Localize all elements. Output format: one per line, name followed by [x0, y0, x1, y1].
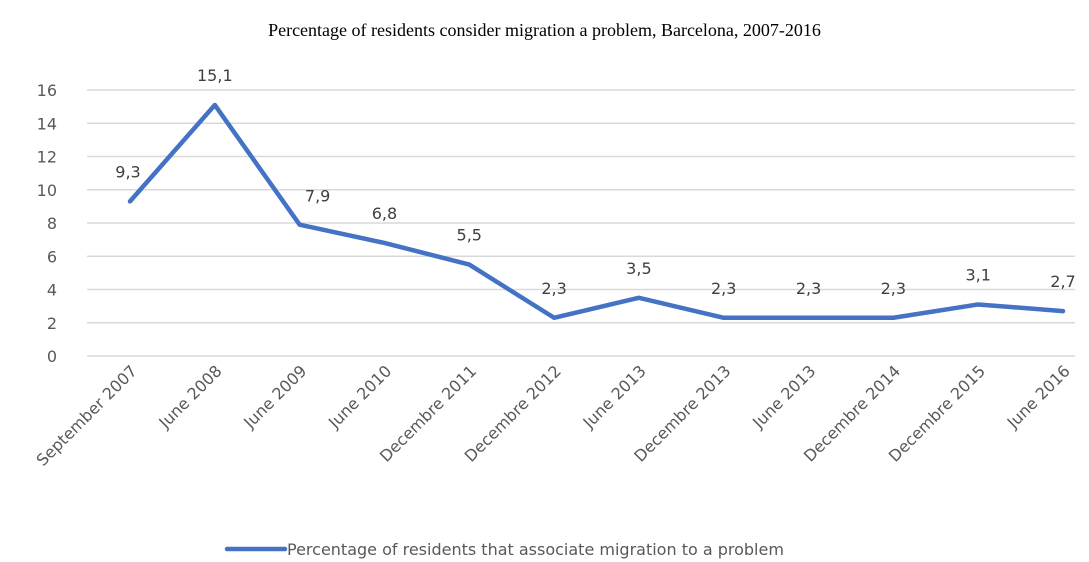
x-tick-label: June 2013 [748, 361, 819, 432]
data-label: 2,3 [881, 279, 906, 298]
data-label: 3,1 [965, 265, 990, 284]
data-label: 2,3 [711, 279, 736, 298]
y-tick-label: 2 [47, 314, 57, 333]
data-label: 15,1 [197, 66, 233, 85]
data-point [552, 315, 557, 320]
data-label: 2,7 [1050, 272, 1075, 291]
gridlines [87, 89, 1075, 357]
data-point [212, 102, 217, 107]
y-tick-label: 8 [47, 214, 57, 233]
data-label: 3,5 [626, 259, 651, 278]
data-point [636, 295, 641, 300]
data-point [382, 240, 387, 245]
x-tick-label: June 2010 [324, 361, 395, 432]
y-axis-ticks: 0 2 4 6 8 10 12 14 16 [37, 81, 57, 366]
series-layer [127, 102, 1066, 321]
data-label: 5,5 [457, 226, 482, 245]
x-tick-label: September 2007 [32, 361, 140, 469]
data-label: 2,3 [541, 279, 566, 298]
legend: Percentage of residents that associate m… [224, 540, 784, 559]
data-label: 9,3 [115, 162, 140, 181]
data-point [891, 315, 896, 320]
data-point [721, 315, 726, 320]
chart-title: Percentage of residents consider migrati… [268, 20, 821, 40]
data-label: 2,3 [796, 279, 821, 298]
y-tick-label: 14 [37, 114, 57, 133]
data-labels: 9,3 15,1 7,9 6,8 5,5 2,3 3,5 2,3 2,3 2,3 3,1 2,7 [115, 66, 1075, 298]
data-point [128, 199, 132, 204]
y-tick-label: 16 [37, 81, 57, 100]
x-tick-label: June 2009 [239, 361, 310, 432]
data-point [297, 222, 302, 227]
data-label: 7,9 [305, 187, 330, 206]
data-label: 6,8 [372, 204, 397, 223]
data-point [467, 262, 472, 267]
y-tick-label: 4 [47, 281, 57, 300]
x-tick-label: June 2013 [579, 361, 650, 432]
y-tick-label: 10 [37, 181, 57, 200]
legend-label: Percentage of residents that associate m… [287, 540, 784, 559]
x-tick-label: June 2016 [1003, 361, 1074, 432]
x-axis-ticks: September 2007 June 2008 June 2009 June 201… [32, 361, 1073, 469]
x-tick-label: June 2008 [154, 361, 225, 432]
series-line [127, 102, 1066, 321]
y-tick-label: 6 [47, 247, 57, 266]
y-tick-label: 12 [37, 148, 57, 167]
data-point [976, 302, 981, 307]
y-tick-label: 0 [47, 347, 57, 366]
data-point [806, 315, 811, 320]
data-point [1061, 309, 1065, 314]
